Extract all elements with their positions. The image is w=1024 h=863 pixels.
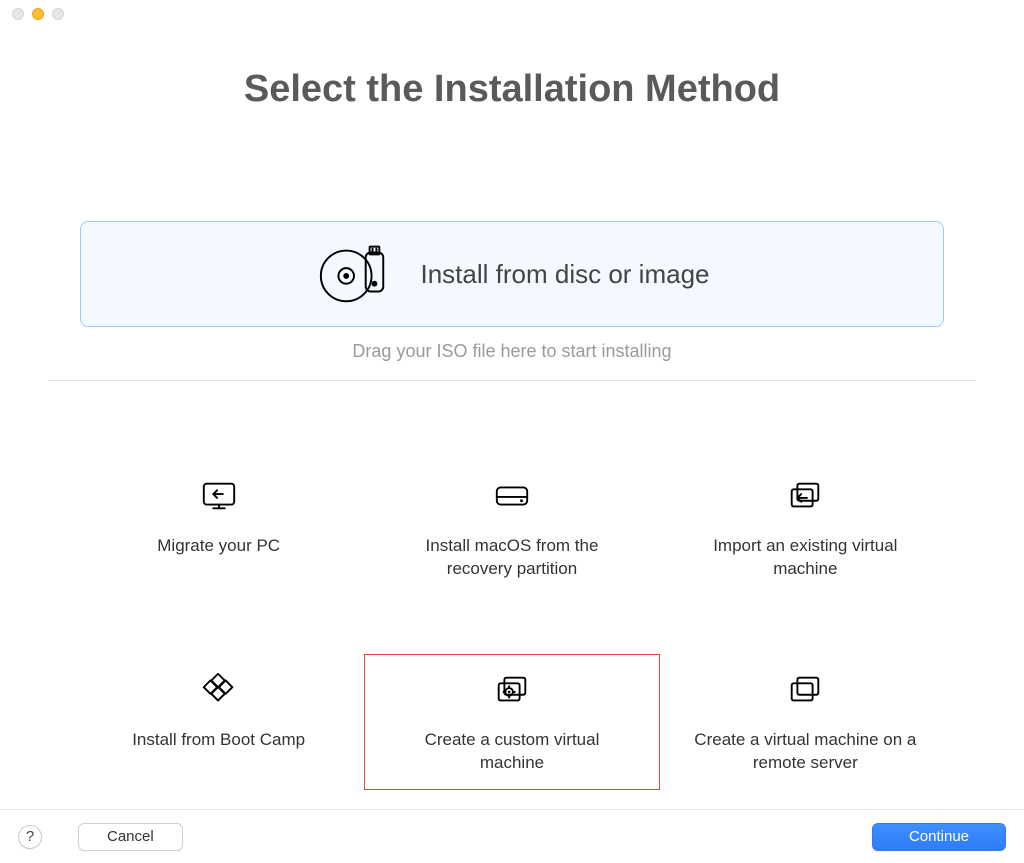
page-title: Select the Installation Method — [0, 68, 1024, 111]
options-grid: Migrate your PC Install macOS from the r… — [72, 461, 952, 789]
option-label: Install from Boot Camp — [132, 729, 305, 752]
diamond-grid-icon — [200, 669, 238, 711]
drag-iso-hint: Drag your ISO file here to start install… — [0, 341, 1024, 362]
stack-gear-icon — [493, 669, 531, 711]
cancel-button[interactable]: Cancel — [78, 823, 183, 851]
option-label: Migrate your PC — [157, 535, 280, 558]
option-import-vm[interactable]: Import an existing virtual machine — [659, 461, 952, 595]
monitor-arrow-icon — [200, 475, 238, 517]
option-create-custom-vm[interactable]: Create a custom virtual machine — [365, 655, 658, 789]
option-label: Create a virtual machine on a remote ser… — [685, 729, 925, 775]
stack-server-icon — [786, 669, 824, 711]
drive-icon — [493, 475, 531, 517]
footer-bar: ? Cancel Continue — [0, 809, 1024, 863]
option-migrate-pc[interactable]: Migrate your PC — [72, 461, 365, 595]
minimize-window-button[interactable] — [32, 8, 44, 20]
import-stack-icon — [786, 475, 824, 517]
install-from-disc-option[interactable]: Install from disc or image — [80, 221, 944, 327]
disc-usb-icon — [315, 236, 393, 313]
option-label: Import an existing virtual machine — [685, 535, 925, 581]
option-label: Install macOS from the recovery partitio… — [392, 535, 632, 581]
option-label: Create a custom virtual machine — [392, 729, 632, 775]
install-from-disc-label: Install from disc or image — [421, 259, 710, 290]
section-divider — [48, 380, 976, 381]
continue-button[interactable]: Continue — [872, 823, 1006, 851]
option-install-bootcamp[interactable]: Install from Boot Camp — [72, 655, 365, 789]
help-button[interactable]: ? — [18, 825, 42, 849]
close-window-button[interactable] — [12, 8, 24, 20]
zoom-window-button[interactable] — [52, 8, 64, 20]
option-install-macos-recovery[interactable]: Install macOS from the recovery partitio… — [365, 461, 658, 595]
window-titlebar — [0, 0, 1024, 28]
option-create-remote-vm[interactable]: Create a virtual machine on a remote ser… — [659, 655, 952, 789]
